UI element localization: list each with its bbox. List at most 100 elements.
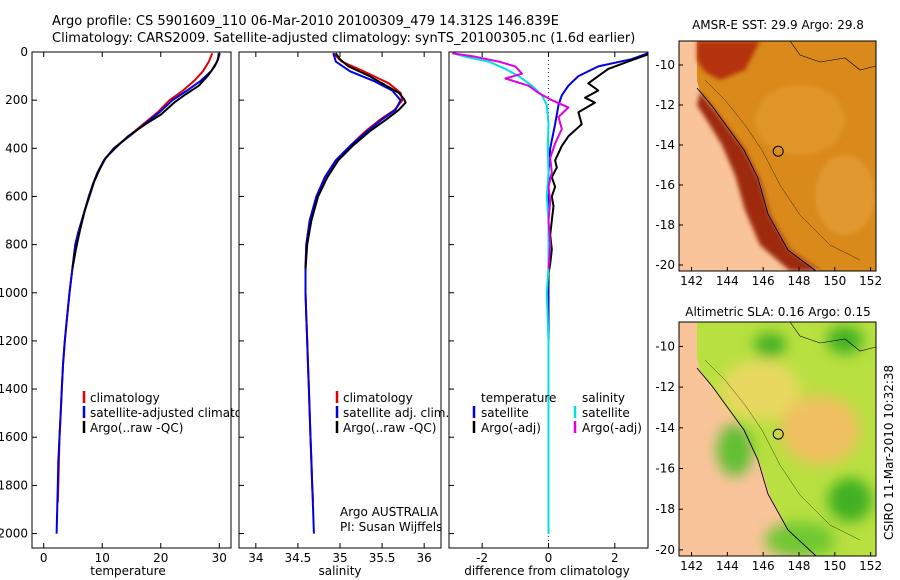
temperature-ytick-label: 1800: [0, 478, 28, 492]
header-line-2: Climatology: CARS2009. Satellite-adjuste…: [52, 31, 635, 46]
legend-label-temp-argo: Argo(-adj): [481, 421, 541, 435]
temperature-series: [55, 52, 221, 534]
salinity-ticks: 34 34.5 35 35.5 36: [239, 51, 432, 565]
sla-low-patch-4: [717, 424, 753, 476]
sst-map-field: [679, 41, 876, 271]
sla-reef-edge: [704, 359, 861, 541]
sst-map-xtick-label: 148: [788, 274, 811, 288]
salinity-xtick-label: 34: [248, 551, 263, 565]
sla-map-panel: Altimetric SLA: 0.16 Argo: 0.15 142 144 14…: [655, 305, 882, 573]
temperature-ytick-label: 200: [5, 93, 28, 107]
sla-map-xtick-label: 148: [788, 559, 811, 573]
sla-coastline: [696, 367, 817, 556]
temperature-ytick-label: 1000: [0, 286, 28, 300]
temperature-xtick-label: 20: [153, 551, 168, 565]
salinity-xtick-label: 36: [417, 551, 432, 565]
sla-map-ticks: 142 144 146 148 150 152 -10 -12 -14 -16 -18 -20: [655, 339, 882, 573]
legend-label-satellite: satellite adj. clim.: [343, 406, 449, 420]
legend-label-climatology: climatology: [90, 391, 160, 405]
legend-label-satellite: satellite-adjusted climatology: [90, 406, 268, 420]
sst-map-xtick-label: 152: [859, 274, 882, 288]
sla-low-patch-3: [828, 478, 872, 522]
sst-map-ytick-label: -20: [655, 258, 675, 272]
legend-label-climatology: climatology: [343, 391, 413, 405]
sst-warm-patch-2: [815, 155, 875, 235]
salinity-xlabel: salinity: [318, 564, 361, 578]
sla-map-xtick-label: 152: [859, 559, 882, 573]
sst-map-frame: [678, 40, 877, 272]
temperature-xtick-label: 10: [95, 551, 110, 565]
credit-timestamp: CSIRO 11-Mar-2010 10:32:38: [882, 365, 896, 540]
legend-label-temp-satellite: satellite: [481, 406, 529, 420]
temperature-series-argo: [71, 53, 220, 269]
temperature-panel: 0 10 20 30 0 200 400 600 800 1000 1200 1400 1600 1800…: [0, 45, 268, 578]
temperature-ytick-label: 0: [20, 45, 28, 59]
header-line-1: Argo profile: CS 5901609_110 06-Mar-2010…: [52, 14, 559, 29]
sla-map-ytick-label: -10: [655, 339, 675, 353]
legend-label-argo: Argo(..raw -QC): [90, 421, 183, 435]
salinity-xtick-label: 34.5: [285, 551, 312, 565]
sla-map-xtick-label: 150: [823, 559, 846, 573]
sst-coastline: [696, 87, 817, 271]
temperature-ytick-label: 2000: [0, 527, 28, 541]
difference-xtick-label: 0: [545, 551, 553, 565]
sla-anomaly-field: [717, 326, 872, 556]
temperature-ytick-label: 1600: [0, 430, 28, 444]
salinity-series-satellite: [304, 52, 402, 534]
sst-map-panel: AMSR-E SST: 29.9 Argo: 29.8 142 144 146 148…: [655, 18, 882, 288]
salinity-xtick-label: 35.5: [369, 551, 396, 565]
sst-map-xtick-label: 142: [680, 274, 703, 288]
sst-north-band: [697, 41, 760, 80]
sst-gradient: [697, 41, 875, 271]
sst-map-ticks: 142 144 146 148 150 152 -10 -12 -14 -16 -18 -20: [655, 58, 882, 288]
temperature-xtick-label: 0: [40, 551, 48, 565]
temperature-plot-frame: [31, 51, 232, 549]
sla-low-patch-5: [765, 522, 835, 556]
sst-map-xtick-label: 146: [752, 274, 775, 288]
difference-series-salinity-satellite: [452, 52, 550, 534]
sst-png-coast: [789, 41, 876, 71]
sla-map-ytick-label: -14: [655, 421, 675, 435]
temperature-legend: climatology satellite-adjusted climatolo…: [82, 391, 268, 435]
temperature-xlabel: temperature: [90, 564, 165, 578]
legend-label-argo: Argo(..raw -QC): [343, 421, 436, 435]
sst-coastal-band: [697, 92, 820, 271]
sst-map-ytick-label: -18: [655, 218, 675, 232]
sst-map-ytick-label: -16: [655, 178, 675, 192]
temperature-ytick-label: 1200: [0, 334, 28, 348]
sst-map-ytick-label: -14: [655, 138, 675, 152]
sla-map-ytick-label: -16: [655, 462, 675, 476]
temperature-ytick-label: 600: [5, 189, 28, 203]
sst-warm-patch: [755, 85, 845, 155]
difference-series: [452, 52, 649, 534]
difference-legend: temperature satellite Argo(-adj) salinit…: [472, 391, 642, 435]
sla-high-patch: [720, 360, 800, 420]
salinity-legend: climatology satellite adj. clim. Argo(..…: [335, 391, 449, 435]
sla-argo-float-marker: [772, 428, 784, 440]
difference-series-salinity-argo-adj-: [452, 52, 570, 269]
sla-png-coast: [789, 322, 876, 352]
sla-map-ytick-label: -12: [655, 380, 675, 394]
sst-map-xtick-label: 150: [823, 274, 846, 288]
sla-map-title: Altimetric SLA: 0.16 Argo: 0.15: [685, 305, 870, 319]
legend-label-sal-argo: Argo(-adj): [582, 421, 642, 435]
salinity-series: [304, 52, 407, 534]
sla-map-xtick-label: 144: [716, 559, 739, 573]
legend-label-temperature: temperature: [481, 391, 556, 405]
sst-map-title: AMSR-E SST: 29.9 Argo: 29.8: [692, 18, 864, 32]
difference-xlabel: difference from climatology: [464, 564, 630, 578]
sla-map-xtick-label: 146: [752, 559, 775, 573]
temperature-ytick-label: 800: [5, 238, 28, 252]
salinity-plot-frame: [238, 51, 442, 549]
sst-map-xtick-label: 144: [716, 274, 739, 288]
credit-program: Argo AUSTRALIA: [340, 505, 439, 519]
temperature-ytick-label: 400: [5, 141, 28, 155]
temperature-xtick-label: 30: [212, 551, 227, 565]
sst-map-ytick-label: -10: [655, 58, 675, 72]
difference-xtick-label: 2: [611, 551, 619, 565]
sla-low-patch-2: [827, 326, 863, 354]
sla-map-ytick-label: -20: [655, 543, 675, 557]
legend-label-salinity: salinity: [582, 391, 625, 405]
sst-argo-float-marker: [772, 145, 784, 157]
